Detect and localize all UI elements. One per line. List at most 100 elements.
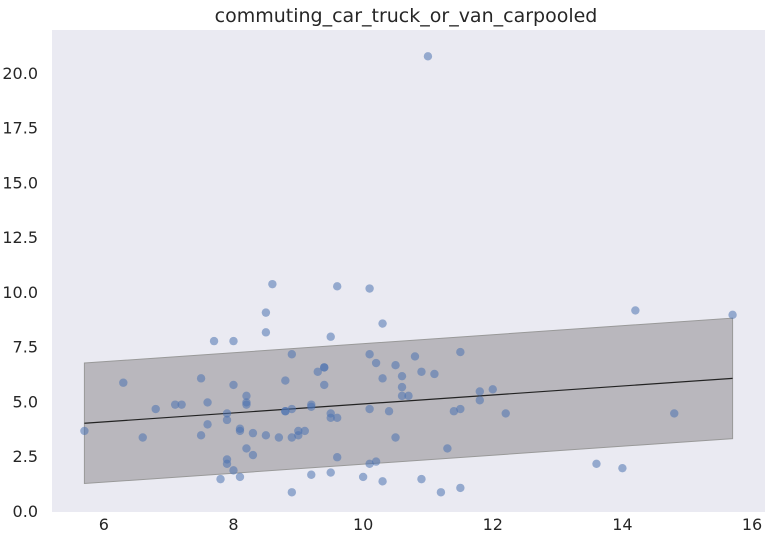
data-point: [268, 279, 277, 289]
data-point: [326, 413, 335, 422]
y-tick-label: 7.5: [13, 338, 38, 357]
data-point: [326, 332, 335, 341]
data-point: [397, 391, 407, 401]
data-point: [475, 387, 484, 396]
data-points-layer: [80, 52, 737, 497]
data-point: [365, 459, 374, 468]
y-axis: 0.0 2.5 5.0 7.5 10.0 12.5 15.0 17.5 20.0: [2, 64, 38, 521]
data-point: [261, 308, 271, 317]
data-point: [417, 474, 426, 484]
data-point: [371, 457, 381, 466]
data-point: [456, 404, 465, 414]
data-point: [287, 488, 297, 497]
data-point: [242, 444, 251, 453]
data-point: [281, 376, 290, 385]
data-point: [333, 453, 342, 462]
data-point: [365, 350, 374, 359]
data-point: [475, 396, 484, 405]
data-point: [248, 450, 258, 460]
data-point: [170, 400, 180, 409]
data-point: [138, 433, 147, 442]
data-point: [423, 52, 433, 61]
x-tick-label: 12: [483, 515, 503, 534]
data-point: [151, 404, 160, 414]
data-point: [196, 374, 206, 383]
chart-title: commuting_car_truck_or_van_carpooled: [215, 5, 598, 27]
x-tick-label: 16: [742, 515, 762, 534]
data-point: [274, 433, 284, 442]
regression-line: [84, 377, 733, 424]
data-point: [410, 352, 420, 361]
y-tick-label: 12.5: [2, 228, 38, 247]
data-point: [333, 413, 342, 422]
data-point: [261, 328, 271, 337]
x-tick-label: 6: [99, 515, 109, 534]
data-point: [456, 483, 465, 493]
data-point: [365, 404, 374, 414]
data-point: [203, 398, 212, 407]
data-point: [242, 400, 251, 409]
data-point: [404, 391, 413, 401]
data-point: [287, 350, 297, 359]
data-point: [222, 409, 232, 418]
y-tick-label: 17.5: [2, 119, 38, 138]
data-point: [371, 358, 381, 368]
data-point: [261, 431, 271, 440]
data-point: [631, 306, 640, 315]
data-point: [281, 407, 290, 416]
data-point: [384, 407, 394, 416]
data-point: [242, 391, 251, 401]
data-point: [378, 319, 387, 328]
data-point: [203, 420, 212, 429]
data-point: [449, 407, 459, 416]
data-point: [333, 282, 342, 291]
data-point: [216, 474, 225, 484]
data-point: [235, 472, 245, 482]
data-point: [618, 463, 627, 473]
data-point: [443, 444, 452, 453]
data-point: [358, 472, 368, 482]
y-tick-label: 2.5: [13, 447, 38, 466]
y-tick-label: 5.0: [13, 392, 38, 411]
data-point: [326, 468, 335, 477]
data-point: [222, 459, 232, 468]
data-point: [229, 336, 238, 346]
y-tick-label: 20.0: [2, 64, 38, 83]
data-point: [196, 431, 206, 440]
x-axis: 6 8 10 12 14 16: [99, 515, 762, 534]
data-point: [294, 431, 303, 440]
x-tick-label: 8: [228, 515, 238, 534]
y-tick-label: 0.0: [13, 502, 38, 521]
data-point: [222, 415, 232, 425]
data-point: [436, 488, 446, 497]
data-point: [287, 433, 297, 442]
data-point: [229, 466, 238, 475]
data-point: [501, 409, 510, 418]
fit-line-layer: [84, 377, 733, 424]
data-point: [320, 380, 329, 390]
data-point: [391, 361, 400, 370]
data-point: [365, 284, 374, 293]
y-tick-label: 10.0: [2, 283, 38, 302]
data-point: [307, 470, 316, 479]
data-point: [430, 369, 439, 379]
data-point: [320, 363, 329, 372]
x-tick-label: 10: [353, 515, 373, 534]
data-point: [248, 428, 258, 438]
y-tick-label: 15.0: [2, 173, 38, 192]
data-point: [417, 367, 426, 376]
data-point: [391, 433, 400, 442]
data-point: [209, 336, 219, 346]
data-point: [300, 426, 309, 436]
data-point: [287, 404, 297, 414]
data-point: [378, 374, 387, 383]
data-point: [728, 310, 737, 320]
data-point: [397, 371, 407, 381]
data-point: [229, 380, 238, 390]
data-point: [307, 402, 316, 412]
data-point: [177, 400, 186, 409]
data-point: [378, 477, 387, 486]
data-point: [397, 382, 407, 392]
data-point: [119, 378, 128, 387]
